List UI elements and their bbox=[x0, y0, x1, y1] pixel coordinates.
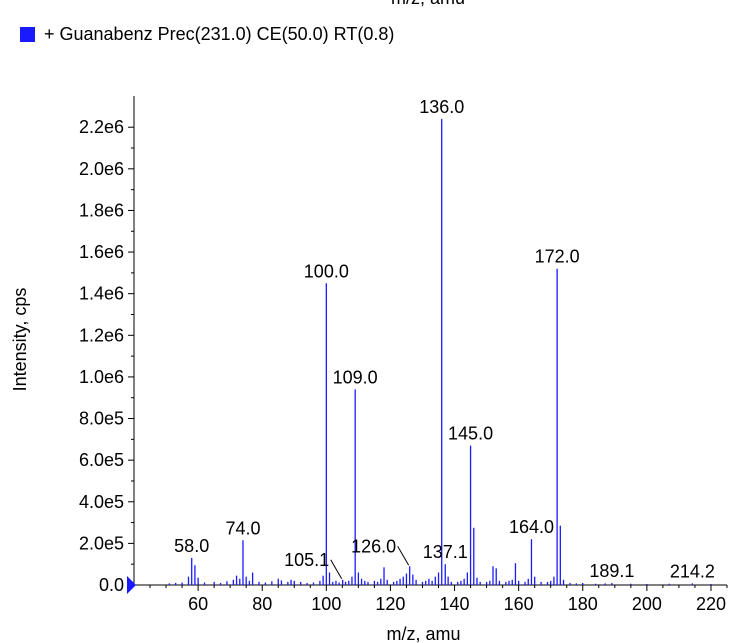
y-tick-label: 1.4e6 bbox=[79, 284, 124, 304]
top-axis-title: m/z, amu bbox=[391, 0, 465, 8]
x-axis-ticks: 60 80 100 120 140 160 180 200 220 bbox=[149, 585, 728, 614]
peak-label: 164.0 bbox=[509, 517, 554, 537]
peak-label: 137.1 bbox=[423, 542, 468, 562]
y-tick-label: 1.8e6 bbox=[79, 200, 124, 220]
y-tick-label: 6.0e5 bbox=[79, 450, 124, 470]
y-tick-label: 4.0e5 bbox=[79, 492, 124, 512]
y-tick-label: 2.0e6 bbox=[79, 159, 124, 179]
x-tick-label: 100 bbox=[311, 594, 341, 614]
y-tick-label: 0.0 bbox=[99, 575, 124, 595]
y-tick-label: 2.0e5 bbox=[79, 533, 124, 553]
x-tick-label: 220 bbox=[696, 594, 726, 614]
y-tick-label: 1.2e6 bbox=[79, 325, 124, 345]
spectrum-peaks bbox=[168, 118, 712, 585]
x-tick-label: 160 bbox=[504, 594, 534, 614]
peak-label: 172.0 bbox=[535, 247, 580, 267]
x-axis-title: m/z, amu bbox=[386, 624, 460, 643]
peak-label-leader bbox=[330, 559, 343, 580]
y-tick-label: 1.0e6 bbox=[79, 367, 124, 387]
y-axis-ticks: 0.0 2.0e5 4.0e5 6.0e5 8.0e5 1.0e6 1.2e6 1.4e6 1.… bbox=[79, 117, 134, 595]
x-tick-label: 120 bbox=[375, 594, 405, 614]
peak-annotations: 58.0 74.0 100.0 105.1 109.0 126.0 136.0 137.1 14… bbox=[174, 97, 715, 581]
x-tick-label: 140 bbox=[440, 594, 470, 614]
peak-label: 136.0 bbox=[419, 97, 464, 117]
peak-label: 189.1 bbox=[589, 561, 634, 581]
y-tick-label: 2.2e6 bbox=[79, 117, 124, 137]
peak-label: 74.0 bbox=[225, 518, 260, 538]
y-axis-title: Intensity, cps bbox=[10, 288, 30, 392]
peak-label: 58.0 bbox=[174, 536, 209, 556]
peak-label: 145.0 bbox=[448, 424, 493, 444]
peak-label: 126.0 bbox=[351, 536, 396, 556]
peak-label: 214.2 bbox=[670, 561, 715, 581]
x-tick-label: 60 bbox=[188, 594, 208, 614]
plot-area: 0.0 2.0e5 4.0e5 6.0e5 8.0e5 1.0e6 1.2e6 1.4e6 1.… bbox=[79, 96, 728, 614]
x-tick-label: 200 bbox=[632, 594, 662, 614]
x-tick-label: 80 bbox=[252, 594, 272, 614]
peak-label: 100.0 bbox=[304, 261, 349, 281]
y-tick-label: 1.6e6 bbox=[79, 242, 124, 262]
peak-label: 105.1 bbox=[284, 550, 329, 570]
y-tick-label: 8.0e5 bbox=[79, 409, 124, 429]
legend-label: + Guanabenz Prec(231.0) CE(50.0) RT(0.8) bbox=[44, 24, 394, 44]
baseline-marker-icon bbox=[127, 576, 136, 594]
peak-label-leader bbox=[397, 546, 410, 566]
x-tick-label: 180 bbox=[568, 594, 598, 614]
peak-label: 109.0 bbox=[333, 367, 378, 387]
legend-swatch bbox=[20, 27, 35, 42]
